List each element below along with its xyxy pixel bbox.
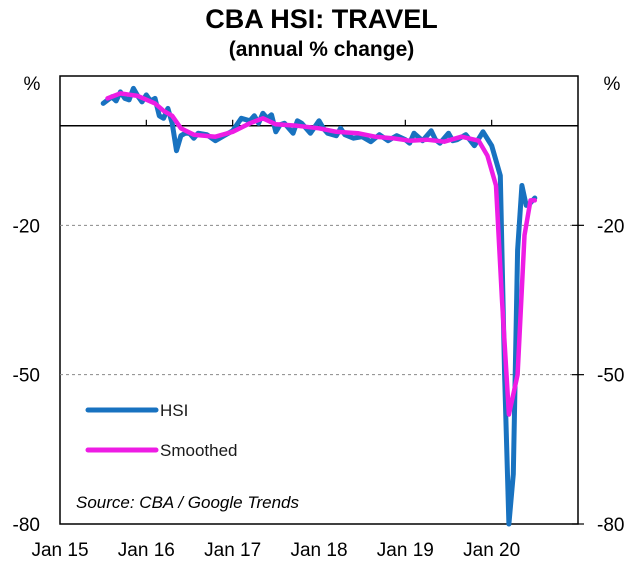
x-tick-label: Jan 18 <box>290 540 347 561</box>
series-line-smoothed <box>105 91 538 417</box>
y-tick-label-right: -20 <box>597 216 624 237</box>
y-unit-left: % <box>24 74 41 95</box>
x-tick-label: Jan 17 <box>204 540 261 561</box>
y-unit-right: % <box>604 74 621 95</box>
legend-label-smoothed: Smoothed <box>160 441 238 460</box>
y-tick-label-left: -80 <box>13 515 40 536</box>
x-tick-label: Jan 20 <box>463 540 520 561</box>
legend-label-hsi: HSI <box>160 401 188 420</box>
series-lines <box>100 85 538 527</box>
source-note: Source: CBA / Google Trends <box>76 493 299 512</box>
legend: HSI Smoothed <box>85 401 238 460</box>
tick-labels: -80 -80 -50 -50 -20 -20% % Jan 15 Jan 16 Jan 17 Ja… <box>13 74 625 561</box>
y-tick-label-right: -50 <box>597 366 624 387</box>
y-tick-label-left: -50 <box>13 366 40 387</box>
x-tick-label: Jan 19 <box>377 540 434 561</box>
chart-title: CBA HSI: TRAVEL <box>205 4 438 34</box>
x-tick-label: Jan 15 <box>31 540 88 561</box>
chart-subtitle: (annual % change) <box>228 38 415 61</box>
y-tick-label-left: -20 <box>13 216 40 237</box>
y-tick-label-right: -80 <box>597 515 624 536</box>
x-tick-label: Jan 16 <box>118 540 175 561</box>
